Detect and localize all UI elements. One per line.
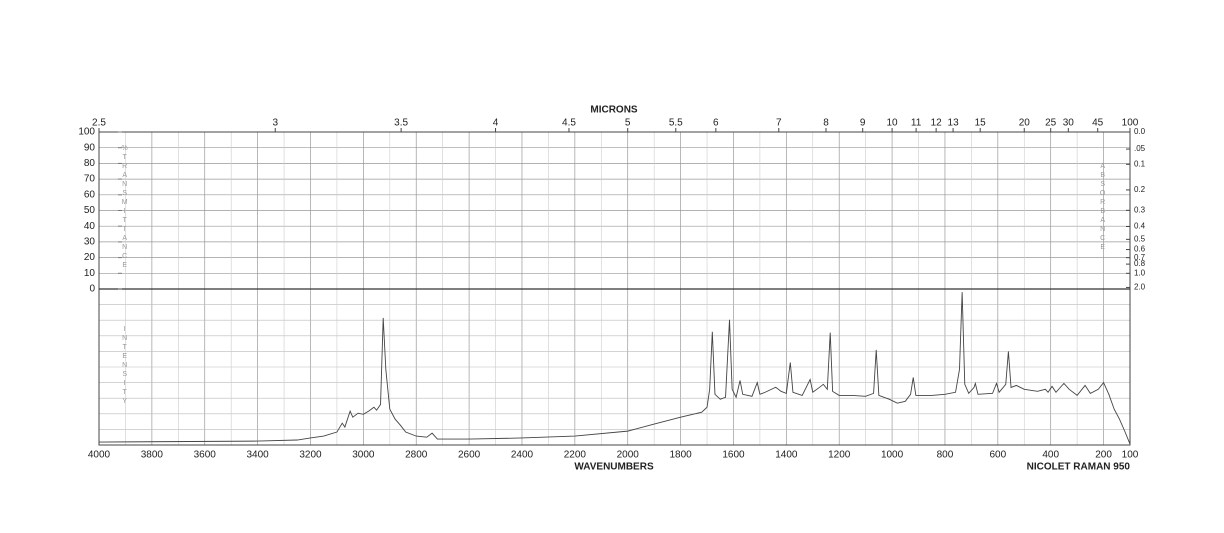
x-axis-label: WAVENUMBERS bbox=[574, 462, 654, 473]
x-tick-label: 3200 bbox=[299, 450, 322, 461]
x2-tick-label: 11 bbox=[911, 118, 922, 129]
x-tick-label: 800 bbox=[937, 450, 954, 461]
x2-tick-label: 7 bbox=[776, 118, 782, 129]
x2-tick-label: 6 bbox=[713, 118, 719, 129]
y-tick-label: 60 bbox=[84, 189, 96, 200]
y2-axis-label: ABSORBANCE bbox=[1099, 163, 1106, 253]
y-axis-label: %TRANSMITTANCE bbox=[121, 145, 128, 271]
x2-tick-label: 5 bbox=[625, 118, 631, 129]
y-tick-label: 80 bbox=[84, 158, 96, 169]
y2-tick-label: 0.5 bbox=[1134, 234, 1146, 243]
x2-tick-label: 8 bbox=[823, 118, 829, 129]
y2-tick-label: 0.8 bbox=[1134, 259, 1146, 268]
intensity-label: INTENSITY bbox=[121, 326, 128, 407]
x2-tick-label: 20 bbox=[1019, 118, 1031, 129]
x2-tick-label: 15 bbox=[975, 118, 987, 129]
x-tick-label: 2200 bbox=[564, 450, 587, 461]
x-tick-label: 2400 bbox=[511, 450, 534, 461]
x-tick-label: 3400 bbox=[246, 450, 269, 461]
y-tick-label: 20 bbox=[84, 252, 96, 263]
y2-tick-label: 0.1 bbox=[1134, 159, 1146, 168]
y-tick-label: 50 bbox=[84, 205, 96, 216]
x2-tick-label: 4 bbox=[493, 118, 499, 129]
x2-tick-label: 5.5 bbox=[669, 118, 683, 129]
x2-tick-label: 100 bbox=[1122, 118, 1139, 129]
y2-tick-label: 2.0 bbox=[1134, 283, 1146, 292]
y2-tick-label: 0.3 bbox=[1134, 205, 1146, 214]
x-tick-label: 1200 bbox=[828, 450, 851, 461]
y2-tick-label: 0.0 bbox=[1134, 127, 1146, 136]
x2-tick-label: 2.5 bbox=[92, 118, 106, 129]
y2-tick-label: 0.6 bbox=[1134, 245, 1146, 254]
y-tick-label: 30 bbox=[84, 237, 96, 248]
y2-tick-label: .05 bbox=[1134, 144, 1146, 153]
y-tick-label: 100 bbox=[78, 127, 95, 138]
x-tick-label: 4000 bbox=[88, 450, 111, 461]
x-tick-label: 100 bbox=[1122, 450, 1139, 461]
x2-tick-label: 45 bbox=[1092, 118, 1104, 129]
x-tick-label: 1400 bbox=[775, 450, 798, 461]
y2-tick-label: 1.0 bbox=[1134, 268, 1146, 277]
x-tick-label: 2800 bbox=[405, 450, 428, 461]
x2-tick-label: 12 bbox=[931, 118, 943, 129]
x2-tick-label: 9 bbox=[860, 118, 866, 129]
y-tick-label: 10 bbox=[84, 268, 96, 279]
y-tick-label: 70 bbox=[84, 174, 96, 185]
x2-axis-label: MICRONS bbox=[590, 105, 638, 116]
x-tick-label: 600 bbox=[989, 450, 1006, 461]
x2-tick-label: 3 bbox=[272, 118, 278, 129]
x2-tick-label: 4.5 bbox=[562, 118, 576, 129]
x-tick-label: 3600 bbox=[194, 450, 217, 461]
x-tick-label: 3800 bbox=[141, 450, 164, 461]
x2-tick-label: 30 bbox=[1063, 118, 1075, 129]
x-tick-label: 200 bbox=[1095, 450, 1112, 461]
x2-tick-label: 25 bbox=[1045, 118, 1057, 129]
x2-tick-label: 3.5 bbox=[394, 118, 408, 129]
y2-tick-label: 0.2 bbox=[1134, 185, 1146, 194]
x-tick-label: 3000 bbox=[352, 450, 375, 461]
x-tick-label: 1000 bbox=[881, 450, 904, 461]
y-tick-label: 0 bbox=[89, 284, 95, 295]
x2-tick-label: 13 bbox=[948, 118, 960, 129]
y2-tick-label: 0.7 bbox=[1134, 253, 1146, 262]
x-tick-label: 2000 bbox=[617, 450, 640, 461]
x-tick-label: 400 bbox=[1042, 450, 1059, 461]
y-tick-label: 40 bbox=[84, 221, 96, 232]
x2-tick-label: 10 bbox=[887, 118, 899, 129]
x-tick-label: 1600 bbox=[722, 450, 745, 461]
x-tick-label: 1800 bbox=[669, 450, 692, 461]
spectrum-line bbox=[98, 292, 1131, 445]
x-tick-label: 2600 bbox=[458, 450, 481, 461]
instrument-label: NICOLET RAMAN 950 bbox=[1027, 462, 1131, 473]
y2-tick-label: 0.4 bbox=[1134, 222, 1146, 231]
y-tick-label: 90 bbox=[84, 142, 96, 153]
